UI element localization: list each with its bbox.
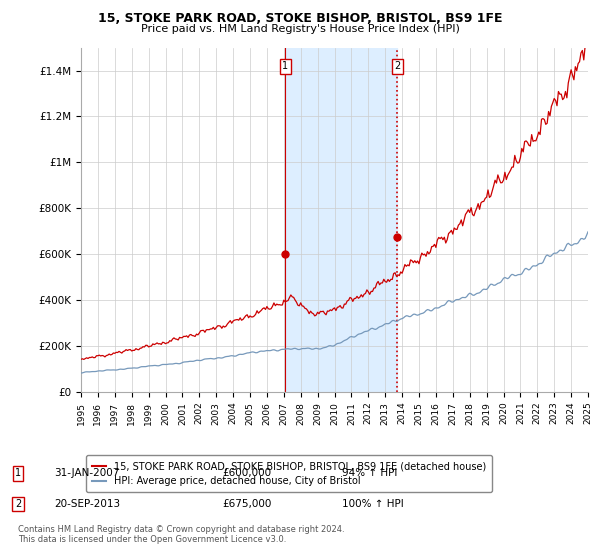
Text: 2: 2 — [15, 499, 21, 509]
Text: 100% ↑ HPI: 100% ↑ HPI — [342, 499, 404, 509]
Text: Price paid vs. HM Land Registry's House Price Index (HPI): Price paid vs. HM Land Registry's House … — [140, 24, 460, 34]
Text: 2: 2 — [394, 62, 400, 71]
Text: 94% ↑ HPI: 94% ↑ HPI — [342, 468, 397, 478]
Legend: 15, STOKE PARK ROAD, STOKE BISHOP, BRISTOL, BS9 1FE (detached house), HPI: Avera: 15, STOKE PARK ROAD, STOKE BISHOP, BRIST… — [86, 455, 492, 492]
Text: 20-SEP-2013: 20-SEP-2013 — [54, 499, 120, 509]
Bar — [285, 48, 397, 392]
Text: 1: 1 — [282, 62, 288, 71]
Text: Contains HM Land Registry data © Crown copyright and database right 2024.
This d: Contains HM Land Registry data © Crown c… — [18, 525, 344, 544]
Text: £600,000: £600,000 — [222, 468, 271, 478]
Text: 1: 1 — [15, 468, 21, 478]
Text: 15, STOKE PARK ROAD, STOKE BISHOP, BRISTOL, BS9 1FE: 15, STOKE PARK ROAD, STOKE BISHOP, BRIST… — [98, 12, 502, 25]
Text: 31-JAN-2007: 31-JAN-2007 — [54, 468, 119, 478]
Text: £675,000: £675,000 — [222, 499, 271, 509]
